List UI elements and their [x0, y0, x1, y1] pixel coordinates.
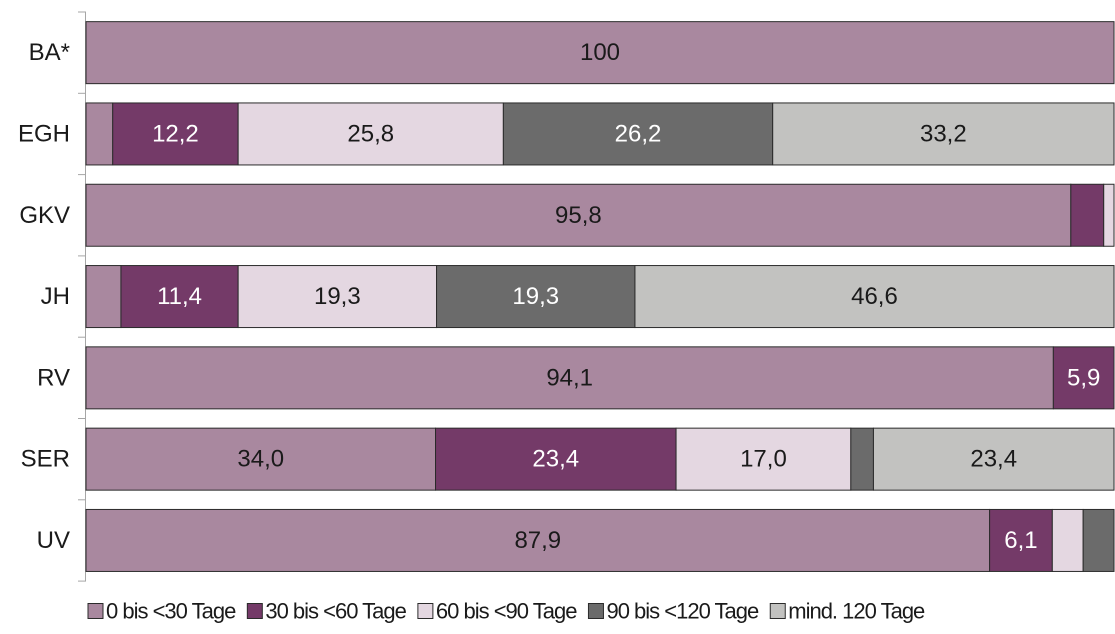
category-labels: BA* EGH GKV JH RV SER UV — [18, 39, 70, 554]
legend-swatch — [769, 603, 786, 619]
legend-label: 60 bis <90 Tage — [436, 599, 577, 624]
legend-swatch — [246, 603, 263, 619]
legend-item: 60 bis <90 Tage — [417, 599, 578, 624]
category-label: EGH — [18, 120, 70, 147]
bar-segment — [85, 508, 991, 572]
bar-segment — [675, 427, 852, 491]
data-label: 12,2 — [152, 120, 199, 147]
data-label: 87,9 — [514, 527, 561, 554]
category-label: UV — [37, 527, 70, 554]
bar-segment — [634, 265, 1115, 329]
bar-segment — [1052, 346, 1115, 410]
legend: 0 bis <30 Tage 30 bis <60 Tage 60 bis <90 … — [87, 599, 926, 624]
bar-segment — [989, 508, 1053, 572]
data-label: 17,0 — [740, 446, 787, 473]
bar-segment — [1103, 183, 1115, 247]
legend-swatch — [87, 603, 104, 619]
bar-segment — [85, 265, 122, 329]
data-label: 46,6 — [851, 283, 898, 310]
bar-segment — [237, 102, 504, 166]
legend-label: mind. 120 Tage — [788, 599, 925, 624]
data-label: 19,3 — [314, 283, 361, 310]
bar-segment — [1070, 183, 1105, 247]
bars: 100 12,2 25,8 26,2 33,2 95,8 11,4 19,3 19,3 46,6 9… — [85, 21, 1115, 572]
legend-item: 0 bis <30 Tage — [87, 599, 237, 624]
bar-segment — [237, 265, 438, 329]
data-label: 23,4 — [970, 446, 1017, 473]
category-label: RV — [37, 364, 70, 391]
bar-segment — [85, 183, 1072, 247]
legend-item: mind. 120 Tage — [769, 599, 926, 624]
category-label: SER — [21, 446, 70, 473]
bar-segment — [1082, 508, 1115, 572]
data-label: 100 — [580, 39, 620, 66]
legend-swatch — [587, 603, 604, 619]
bar-segment — [772, 102, 1115, 166]
category-axis — [78, 11, 86, 582]
bar-segment — [502, 102, 774, 166]
data-label: 6,1 — [1004, 527, 1037, 554]
data-label: 5,9 — [1067, 364, 1100, 391]
bar-segment — [872, 427, 1115, 491]
bar-segment — [85, 21, 1115, 85]
legend-swatch — [417, 603, 434, 619]
bar-segment — [850, 427, 874, 491]
category-label: JH — [41, 283, 70, 310]
data-label: 23,4 — [532, 446, 579, 473]
bar-segment — [112, 102, 239, 166]
data-label: 95,8 — [555, 202, 602, 229]
legend-label: 90 bis <120 Tage — [606, 599, 759, 624]
data-label: 94,1 — [546, 364, 593, 391]
bar-segment — [435, 427, 677, 491]
bar-segment — [1051, 508, 1084, 572]
legend-item: 90 bis <120 Tage — [587, 599, 760, 624]
bar-segment — [85, 102, 114, 166]
data-label: 33,2 — [920, 120, 967, 147]
data-label: 19,3 — [512, 283, 559, 310]
category-label: GKV — [19, 202, 70, 229]
legend-label: 0 bis <30 Tage — [106, 599, 236, 624]
legend-item: 30 bis <60 Tage — [246, 599, 408, 624]
legend-label: 30 bis <60 Tage — [265, 599, 406, 624]
data-label: 25,8 — [347, 120, 394, 147]
category-label: BA* — [29, 39, 70, 66]
bar-segment — [85, 427, 437, 491]
bar-segment — [85, 346, 1054, 410]
bar-segment — [436, 265, 636, 329]
data-label: 11,4 — [157, 283, 202, 310]
data-label: 34,0 — [237, 446, 284, 473]
data-label: 26,2 — [615, 120, 662, 147]
bar-segment — [120, 265, 239, 329]
